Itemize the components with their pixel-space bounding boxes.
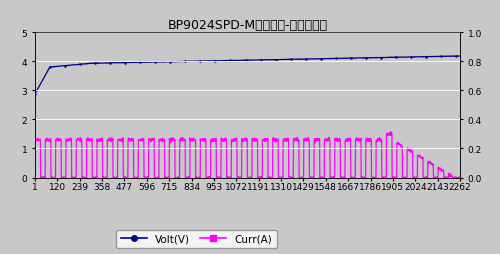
Legend: Volt(V), Curr(A): Volt(V), Curr(A) [116, 230, 276, 248]
Title: BP9024SPD-M充电曲线-适配器充电: BP9024SPD-M充电曲线-适配器充电 [168, 19, 328, 32]
